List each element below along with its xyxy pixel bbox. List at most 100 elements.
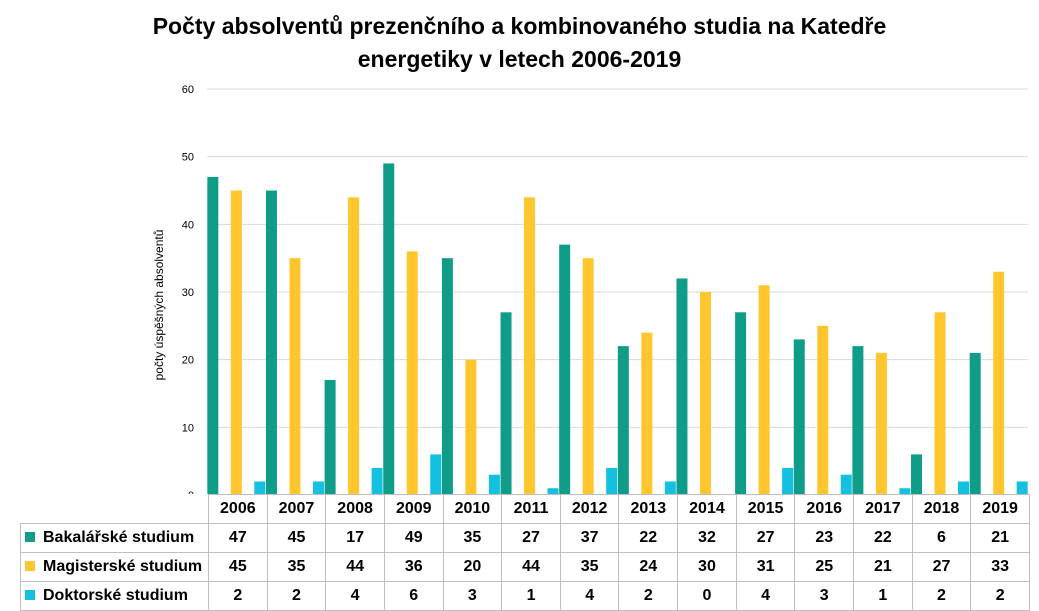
table-cell: 0	[677, 581, 737, 611]
bar-magisterske-2009	[406, 251, 418, 494]
bar-doktorske-2006	[254, 481, 266, 494]
legend-label: Bakalářské studium	[43, 529, 195, 546]
bars	[207, 163, 1028, 494]
table-cell: 27	[501, 523, 561, 553]
bar-doktorske-2018	[958, 481, 970, 494]
table-cell: 4	[735, 581, 796, 611]
bar-bakalarske-2006	[207, 176, 219, 494]
table-cell: 22	[618, 523, 679, 553]
y-tick-label: 40	[182, 219, 194, 231]
legend-entry: Doktorské studium	[20, 581, 209, 611]
chart-title-line-2: energetiky v letech 2006-2019	[357, 46, 682, 72]
table-cell: 1	[501, 581, 561, 611]
table-cell: 45	[266, 523, 327, 553]
table-row: Magisterské studium 45 35 44 36 20 44 35 24 30 31 2…	[20, 552, 1030, 582]
bar-bakalarske-2017	[852, 346, 864, 494]
table-cell: 32	[677, 523, 737, 553]
table-cell: 44	[501, 552, 561, 582]
y-tick-labels: 0 10 20 30 40 50 60	[182, 84, 194, 494]
bar-bakalarske-2011	[500, 312, 512, 494]
bar-magisterske-2018	[934, 312, 946, 494]
bar-doktorske-2016	[840, 474, 852, 494]
table-cell: 27	[911, 552, 972, 582]
bar-magisterske-2011	[524, 197, 536, 494]
table-cell: 2	[970, 581, 1030, 611]
table-year-header: 2012	[559, 494, 620, 524]
bar-bakalarske-2015	[735, 312, 747, 494]
bar-magisterske-2010	[465, 359, 477, 494]
bar-magisterske-2013	[641, 332, 653, 494]
bar-doktorske-2012	[606, 467, 618, 494]
table-cell: 1	[853, 581, 913, 611]
bar-bakalarske-2007	[265, 190, 277, 494]
bar-magisterske-2017	[875, 352, 887, 494]
table-year-header: 2010	[442, 494, 503, 524]
legend-swatch	[25, 560, 35, 571]
y-tick-label: 10	[182, 422, 194, 434]
bar-doktorske-2015	[782, 467, 794, 494]
table-row: Doktorské studium 2 2 4 6 3 1 4 2 0 4 3 1 2 2	[20, 581, 1030, 611]
table-cell: 21	[970, 523, 1030, 553]
table-cell: 31	[735, 552, 796, 582]
table-year-header: 2007	[266, 494, 327, 524]
table-year-header: 2006	[208, 494, 268, 524]
table-cell: 33	[970, 552, 1030, 582]
bar-doktorske-2009	[430, 454, 442, 494]
bar-bakalarske-2009	[383, 163, 395, 494]
table-cell: 36	[383, 552, 444, 582]
table-cell: 17	[325, 523, 385, 553]
bar-chart: 0 10 20 30 40 50 60 počty úspěšných absolventů	[152, 84, 1028, 494]
table-year-header: 2013	[618, 494, 679, 524]
table-cell: 6	[911, 523, 972, 553]
table-cell: 30	[677, 552, 737, 582]
legend-entry: Bakalářské studium	[20, 523, 209, 553]
y-tick-label: 20	[182, 355, 194, 367]
y-axis-label: počty úspěšných absolventů	[152, 230, 166, 381]
bar-bakalarske-2012	[559, 244, 571, 494]
legend-label: Doktorské studium	[43, 587, 188, 604]
bar-bakalarske-2019	[969, 352, 981, 494]
table-cell: 25	[794, 552, 855, 582]
legend-swatch	[25, 589, 35, 600]
bar-bakalarske-2010	[441, 258, 453, 494]
bar-magisterske-2014	[699, 292, 711, 494]
table-cell: 2	[266, 581, 327, 611]
table-header-row: 2006 2007 2008 2009 2010 2011 2012 2013 2014 2015…	[21, 494, 1030, 524]
table-cell: 20	[442, 552, 503, 582]
table-cell: 22	[853, 523, 913, 553]
bar-bakalarske-2016	[793, 339, 805, 494]
bar-doktorske-2011	[547, 488, 559, 494]
legend-label: Magisterské studium	[43, 558, 203, 575]
table-cell: 23	[794, 523, 855, 553]
bar-bakalarske-2008	[324, 379, 336, 494]
bar-bakalarske-2014	[676, 278, 688, 494]
table-cell: 3	[794, 581, 855, 611]
table-year-header: 2011	[501, 494, 561, 524]
table-cell: 44	[325, 552, 385, 582]
bar-magisterske-2019	[993, 271, 1005, 494]
chart-title: Počty absolventů prezenčního a kombinova…	[0, 10, 1039, 76]
table-year-header: 2017	[853, 494, 913, 524]
y-tick-label: 50	[182, 152, 194, 164]
y-tick-label: 60	[182, 84, 194, 96]
table-cell: 24	[618, 552, 679, 582]
legend-swatch	[25, 531, 35, 542]
table-year-header: 2018	[911, 494, 972, 524]
bar-magisterske-2007	[289, 258, 301, 494]
bar-magisterske-2008	[348, 197, 360, 494]
table-cell: 3	[442, 581, 503, 611]
chart-title-line-1: Počty absolventů prezenčního a kombinova…	[152, 13, 887, 39]
table-cell: 4	[559, 581, 620, 611]
bar-magisterske-2006	[230, 190, 242, 494]
bar-doktorske-2007	[312, 481, 324, 494]
bar-doktorske-2013	[664, 481, 676, 494]
table-row: Bakalářské studium 47 45 17 49 35 27 37 22 32 27 23…	[20, 523, 1030, 553]
table-year-header: 2008	[325, 494, 385, 524]
bar-doktorske-2008	[371, 467, 383, 494]
table-year-header: 2009	[383, 494, 444, 524]
table-cell: 45	[208, 552, 268, 582]
y-tick-label: 30	[182, 287, 194, 299]
table-cell: 2	[618, 581, 679, 611]
table-cell: 2	[911, 581, 972, 611]
table-cell: 21	[853, 552, 913, 582]
